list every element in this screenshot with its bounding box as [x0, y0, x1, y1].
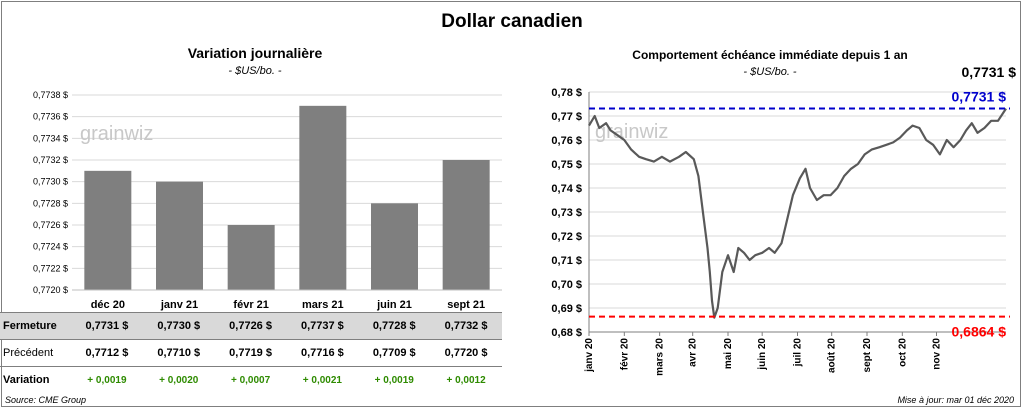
table-cell: + 0,0019 [374, 374, 414, 386]
x-tick-label: avr 20 [688, 338, 699, 367]
x-tick-label: oct 20 [897, 338, 908, 367]
x-tick-label: août 20 [827, 338, 838, 373]
y-tick-label: 0,7722 $ [33, 263, 68, 273]
watermark-logo: grainwiz [80, 123, 153, 145]
y-tick-label: 0,7726 $ [33, 220, 68, 230]
table-cell: + 0,0020 [159, 374, 199, 386]
table-row-change: Variation + 0,0019 + 0,0020 + 0,0007 + 0… [0, 367, 502, 394]
page-title: Dollar canadien [441, 11, 583, 32]
table-cell: + 0,0019 [87, 374, 127, 386]
x-tick-label: mars 20 [655, 338, 666, 376]
x-tick-label: sept 21 [447, 299, 485, 311]
y-tick-label: 0,7734 $ [33, 133, 68, 143]
y-tick-label: 0,7730 $ [33, 177, 68, 187]
x-tick-label: mars 21 [302, 299, 344, 311]
x-tick-label: nov 20 [932, 338, 943, 370]
low-label: 0,6864 $ [952, 324, 1007, 340]
y-tick-label: 0,7738 $ [33, 90, 68, 100]
y-tick-label: 0,7732 $ [33, 155, 68, 165]
price-table: Fermeture 0,7731 $ 0,7730 $ 0,7726 $ 0,7… [0, 312, 502, 393]
high-label: 0,7731 $ [952, 89, 1007, 105]
y-tick-label: 0,72 $ [551, 231, 582, 243]
y-tick-label: 0,7720 $ [33, 285, 68, 295]
watermark-logo: grainwiz [595, 121, 668, 143]
table-cell: + 0,0007 [230, 374, 271, 386]
bar-chart: 0,7720 $ 0,7722 $ 0,7724 $ 0,7726 $ 0,7728 $… [33, 90, 502, 311]
price-series-line [588, 107, 1007, 319]
table-cell: 0,7730 $ [142, 312, 215, 340]
x-tick-label: juin 20 [757, 338, 768, 371]
bar-chart-title: Variation journalière [187, 45, 323, 61]
table-cell: + 0,0012 [446, 374, 486, 386]
table-cell: 0,7731 $ [71, 312, 143, 340]
table-cell: 0,7716 $ [286, 339, 359, 367]
table-cell: 0,7720 $ [430, 339, 502, 367]
bar [156, 181, 203, 290]
table-cell: 0,7710 $ [142, 339, 215, 367]
bar [371, 203, 418, 290]
y-tick-label: 0,7736 $ [33, 112, 68, 122]
y-tick-label: 0,68 $ [551, 327, 582, 339]
row-label: Variation [3, 374, 50, 386]
x-tick-label: juil 20 [793, 338, 804, 368]
y-tick-label: 0,7728 $ [33, 198, 68, 208]
current-price-label: 0,7731 $ [961, 64, 1017, 80]
x-tick-label: mai 20 [723, 338, 734, 370]
table-cell: 0,7719 $ [214, 339, 287, 367]
y-tick-label: 0,73 $ [551, 207, 582, 219]
x-tick-label: juin 21 [376, 299, 412, 311]
table-cell: 0,7732 $ [430, 312, 502, 340]
table-cell: 0,7728 $ [358, 312, 431, 340]
y-tick-label: 0,70 $ [551, 279, 582, 291]
x-tick-label: févr 21 [233, 299, 268, 311]
update-note: Mise à jour: mar 01 déc 2020 [897, 395, 1014, 405]
y-tick-label: 0,76 $ [551, 135, 582, 147]
y-tick-label: 0,69 $ [551, 303, 582, 315]
table-row-close: Fermeture 0,7731 $ 0,7730 $ 0,7726 $ 0,7… [0, 312, 502, 340]
table-cell: 0,7726 $ [214, 312, 287, 340]
line-chart: 0,68 $ 0,69 $ 0,70 $ 0,71 $ 0,72 $ 0,73 $ 0,74… [551, 87, 1010, 376]
row-label: Fermeture [0, 312, 71, 340]
x-tick-label: sept 20 [862, 338, 873, 373]
table-cell: + 0,0021 [302, 374, 342, 386]
bar [227, 225, 275, 290]
line-chart-subtitle: - $US/bo. - [743, 66, 797, 78]
line-chart-title: Comportement échéance immédiate depuis 1… [632, 48, 908, 62]
bar [442, 160, 490, 290]
x-tick-label: déc 20 [91, 299, 125, 311]
x-tick-label: janv 21 [160, 299, 198, 311]
row-label: Précédent [0, 339, 71, 367]
x-tick-label: févr 20 [619, 338, 630, 371]
bar-chart-subtitle: - $US/bo. - [228, 65, 282, 77]
y-tick-label: 0,71 $ [551, 255, 582, 267]
y-tick-label: 0,74 $ [551, 183, 582, 195]
y-tick-label: 0,78 $ [551, 87, 582, 99]
bar [299, 105, 347, 290]
y-tick-label: 0,7724 $ [33, 242, 68, 252]
table-cell: 0,7712 $ [71, 339, 143, 367]
source-note: Source: CME Group [5, 395, 87, 405]
table-row-previous: Précédent 0,7712 $ 0,7710 $ 0,7719 $ 0,7… [0, 339, 502, 367]
y-tick-label: 0,75 $ [551, 159, 582, 171]
y-tick-label: 0,77 $ [551, 111, 582, 123]
x-tick-label: janv 20 [584, 338, 595, 373]
bar [84, 170, 132, 290]
table-cell: 0,7737 $ [286, 312, 359, 340]
table-cell: 0,7709 $ [358, 339, 431, 367]
